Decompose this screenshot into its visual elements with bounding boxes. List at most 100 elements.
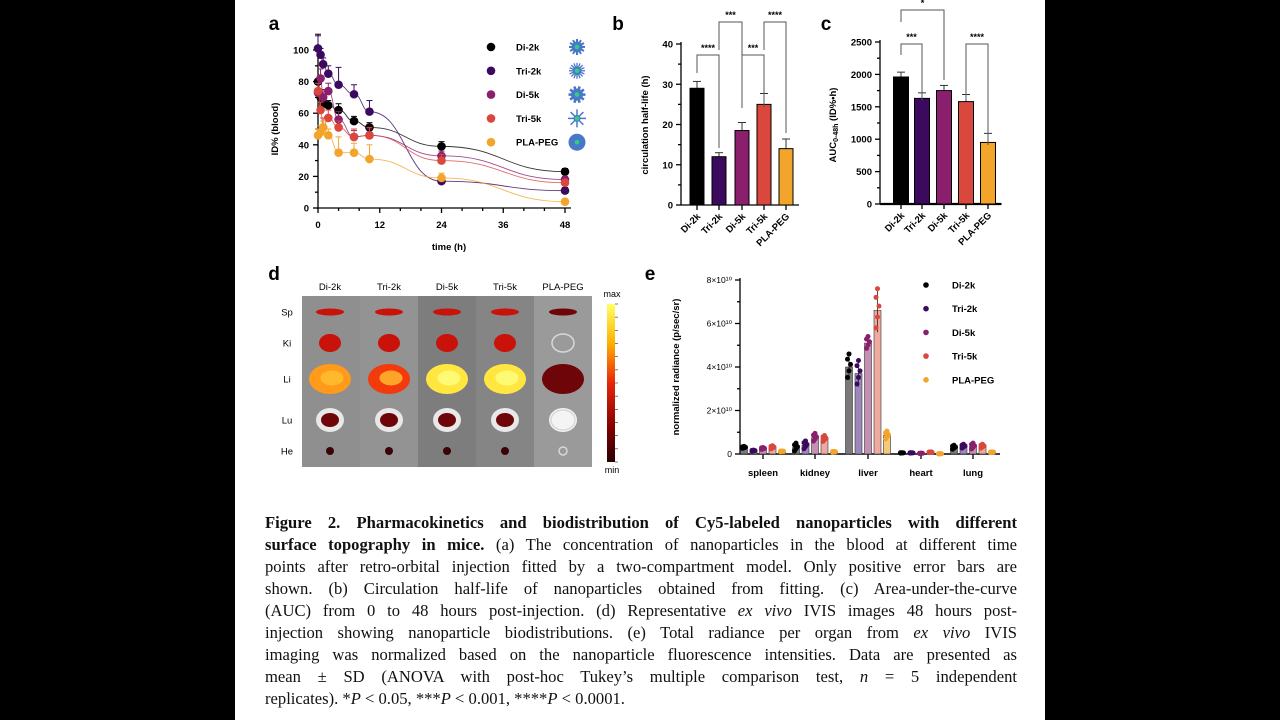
ivis-row-label: Sp	[281, 308, 293, 319]
e-data-point	[845, 356, 850, 362]
e-data-point	[846, 351, 852, 357]
e-x-tick-label: liver	[858, 468, 878, 479]
a-data-point-Di-5k	[316, 74, 325, 83]
organ-signal-He-Di-2k	[326, 447, 334, 455]
e-data-point	[793, 440, 799, 446]
caption-text: shown. (b) Circulation half-life of nano…	[265, 579, 1017, 598]
tri-2k-particle-icon	[569, 62, 585, 79]
c-y-tick-label: 1500	[851, 102, 872, 113]
caption-line: (AUC) from 0 to 48 hours post-injection.…	[265, 600, 1017, 622]
a-data-point-Di-5k	[318, 93, 328, 102]
ivis-row-label: He	[281, 447, 293, 458]
b-bar-Tri-5k	[756, 103, 772, 206]
e-data-point	[989, 449, 995, 455]
e-legend-marker	[923, 282, 929, 288]
caption-text: imaging was normalized based on the nano…	[265, 645, 1017, 664]
a-legend-marker	[486, 66, 496, 76]
a-x-tick-label: 24	[436, 220, 447, 231]
a-data-point-PLA-PEG	[334, 148, 343, 157]
a-data-point-Tri-5k	[365, 131, 374, 140]
e-legend-label: Di-2k	[952, 281, 976, 292]
organ-signal-Ki-Di-2k	[319, 334, 341, 352]
caption-text: n	[859, 667, 869, 686]
a-y-tick-label: 20	[298, 172, 309, 183]
e-data-point	[961, 441, 966, 447]
b-significance-label: ****	[701, 43, 716, 53]
e-data-point	[951, 442, 957, 448]
b-bar-Tri-2k	[711, 156, 727, 206]
a-data-point-Tri-2k	[365, 107, 374, 116]
organ-signal-He-Di-5k	[443, 447, 451, 455]
organ-signal-Lu-Di-5k	[438, 413, 456, 427]
caption-line: surface topography in mice. (a) The conc…	[265, 534, 1017, 556]
organ-signal-Sp-Tri-5k	[491, 308, 519, 316]
c-bar-Tri-5k	[958, 101, 974, 205]
a-data-point-Tri-2k	[334, 80, 343, 90]
a-legend-marker	[486, 137, 496, 147]
di-2k-particle-icon	[569, 39, 585, 55]
b-significance-bracket	[696, 54, 720, 148]
a-y-tick-label: 40	[298, 140, 309, 151]
a-y-axis-label: ID% (blood)	[270, 103, 281, 156]
a-data-point-Di-2k	[323, 101, 333, 110]
b-significance-bracket	[718, 21, 743, 100]
e-data-point	[812, 430, 818, 436]
e-data-point	[848, 361, 853, 367]
caption-line: Figure 2. Pharmacokinetics and biodistri…	[265, 512, 1017, 534]
e-data-point	[854, 381, 860, 387]
a-legend-label: Tri-5k	[516, 114, 542, 125]
organ-hotspot	[320, 370, 344, 386]
caption-text: ex vivo	[737, 601, 792, 620]
a-x-tick-label: 12	[374, 220, 385, 231]
caption-text: (AUC) from 0 to 48 hours post-injection.…	[265, 601, 738, 620]
a-legend-label: PLA-PEG	[516, 138, 558, 149]
panel-label-e: e	[645, 264, 656, 285]
e-data-point	[741, 443, 747, 449]
e-data-point	[873, 325, 879, 331]
e-data-point	[937, 451, 943, 457]
a-legend-marker	[486, 114, 496, 123]
caption-text: points after retro-orbital injection fit…	[265, 557, 1017, 576]
colorbar-min-label: min	[605, 465, 620, 475]
caption-text: replicates). *	[265, 689, 351, 708]
organ-signal-Sp-Di-5k	[433, 308, 461, 316]
a-data-point-PLA-PEG	[437, 173, 446, 183]
e-y-tick-label: 4×10¹⁰	[707, 362, 733, 372]
organ-no-signal-He	[558, 446, 568, 456]
organ-hotspot	[495, 370, 519, 386]
e-data-point	[857, 368, 863, 374]
b-y-axis-label: circulation half-life (h)	[640, 75, 651, 174]
c-bar-Di-2k	[893, 76, 909, 205]
a-x-tick-label: 48	[560, 220, 571, 231]
b-x-tick-label: Tri-2k	[699, 211, 725, 237]
c-bar-PLA-PEG	[980, 141, 996, 205]
core-center	[574, 44, 580, 50]
a-x-axis-label: time (h)	[432, 242, 466, 253]
caption-line: mean ± SD (ANOVA with post-hoc Tukey’s m…	[265, 666, 1017, 688]
e-data-point	[751, 447, 756, 453]
e-data-point	[865, 334, 871, 340]
e-y-tick-label: 8×10¹⁰	[707, 275, 733, 285]
a-data-point-Tri-5k	[316, 105, 325, 115]
e-x-tick-label: heart	[909, 468, 933, 479]
organ-signal-Lu-Tri-2k	[380, 413, 398, 427]
organ-signal-Ki-Tri-5k	[494, 334, 516, 352]
core-center	[574, 92, 580, 97]
e-data-point	[846, 368, 852, 374]
c-x-tick-label: Tri-2k	[902, 210, 928, 236]
a-data-point-Tri-5k	[313, 86, 323, 96]
tri-5k-particle-icon	[568, 109, 586, 128]
c-y-tick-label: 1000	[851, 135, 872, 146]
organ-signal-Sp-Tri-2k	[375, 308, 403, 316]
a-y-tick-label: 0	[304, 204, 309, 215]
c-significance-label: ***	[906, 32, 917, 42]
c-y-tick-label: 2000	[851, 70, 872, 81]
colorbar	[607, 304, 615, 462]
b-significance-label: ***	[748, 43, 759, 53]
a-x-tick-label: 0	[315, 220, 320, 231]
di-5k-particle-icon	[568, 86, 586, 104]
e-y-tick-label: 0	[727, 449, 732, 459]
e-data-point	[779, 448, 785, 454]
c-significance-label: *	[921, 0, 925, 8]
